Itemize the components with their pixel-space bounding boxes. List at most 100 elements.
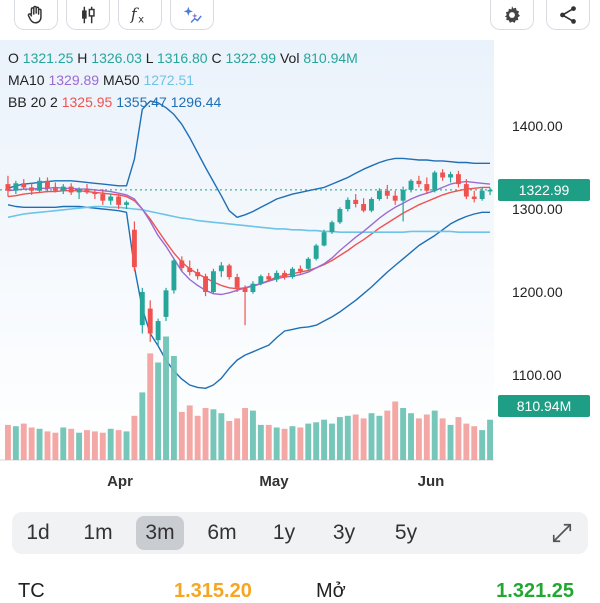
candle-body	[384, 190, 390, 196]
candle-body	[455, 174, 461, 185]
volume-bar	[463, 423, 470, 460]
candle-body	[361, 204, 367, 211]
open-price-value: 1.321.25	[496, 580, 574, 602]
settings-button[interactable]	[490, 0, 534, 30]
candle-body	[329, 222, 335, 233]
range-6m-button[interactable]: 6m	[207, 521, 237, 544]
bb-mid-value: 1325.95	[61, 94, 113, 110]
candle-body	[266, 276, 272, 280]
y-tick-label: 1300.00	[512, 201, 563, 217]
close-label: C	[211, 50, 222, 66]
candle-body	[187, 267, 193, 273]
volume-bar	[44, 431, 51, 460]
hand-tool-button[interactable]	[14, 0, 58, 30]
x-tick-label: Jun	[418, 473, 445, 490]
candle-body	[432, 172, 438, 191]
volume-bar	[226, 421, 233, 460]
candle-body	[124, 202, 129, 205]
candlestick-chart[interactable]: 1400.00 1300.00 1200.00 1100.00 Apr May Jun	[0, 40, 600, 500]
candle-body	[37, 180, 43, 191]
gear-icon	[504, 5, 520, 23]
volume-bar	[431, 410, 438, 460]
volume-bar	[447, 424, 454, 460]
range-1y-button[interactable]: 1y	[272, 521, 296, 544]
candle-body	[345, 199, 351, 209]
range-3y-button[interactable]: 3y	[332, 521, 356, 544]
candle-body	[179, 260, 185, 268]
range-1d-button[interactable]: 1d	[26, 521, 50, 544]
chart-type-button[interactable]	[66, 0, 110, 30]
candle-body	[400, 189, 406, 201]
open-price-label: Mở	[316, 580, 346, 602]
volume-bar	[28, 427, 35, 460]
y-tick-label: 1100.00	[512, 367, 562, 383]
candle-body	[84, 189, 90, 193]
ma50-line	[7, 205, 490, 233]
candle-body	[171, 260, 177, 291]
candle-body	[226, 265, 232, 278]
candle-body	[210, 271, 216, 292]
candle-body	[376, 190, 382, 200]
candle-body	[139, 292, 145, 326]
volume-bar	[139, 392, 146, 460]
tc-value: 1.315.20	[174, 580, 252, 602]
volume-bar	[439, 418, 446, 460]
share-button[interactable]	[546, 0, 590, 30]
volume-bar	[313, 422, 320, 460]
bb-upper-line	[7, 100, 490, 218]
open-label: O	[8, 50, 19, 66]
sparkle-icon	[183, 6, 202, 23]
bb-label: BB 20 2	[8, 94, 58, 110]
ma50-label: MA50	[102, 72, 140, 88]
ohlc-legend: O 1321.25 H 1326.03 L 1316.80 C 1322.99 …	[8, 50, 358, 66]
fullscreen-button[interactable]	[550, 521, 574, 545]
volume-bar	[344, 415, 351, 460]
volume-bar	[336, 417, 343, 460]
candle-body	[60, 186, 66, 191]
current-price-tag: 1322.99	[498, 178, 590, 201]
candle-body	[290, 268, 295, 278]
candle-body	[337, 209, 343, 223]
volume-bar	[210, 409, 217, 460]
volume-bar	[60, 427, 67, 460]
volume-bar	[384, 410, 391, 460]
price-chart[interactable]: 1400.00 1300.00 1200.00 1100.00 Apr May Jun O …	[0, 40, 600, 500]
range-1m-button[interactable]: 1m	[83, 521, 113, 544]
volume-bar	[305, 423, 312, 460]
volume-bar	[99, 432, 106, 460]
candle-body	[76, 189, 82, 193]
volume-bar	[415, 418, 422, 460]
candle-body	[92, 192, 98, 195]
volume-bar	[12, 426, 19, 460]
range-5y-button[interactable]: 5y	[394, 521, 418, 544]
volume-bar	[265, 424, 272, 460]
candle-body	[424, 184, 430, 191]
volume-bar	[408, 413, 414, 460]
candle-body	[21, 183, 27, 188]
bb-upper-value: 1355.47	[116, 94, 167, 110]
candle-body	[440, 172, 446, 178]
volume-bar	[281, 428, 288, 460]
range-3m-button[interactable]: 3m	[136, 516, 184, 550]
ma10-value: 1329.89	[48, 72, 100, 88]
volume-bar	[455, 417, 462, 460]
volume-bar	[368, 413, 375, 460]
volume-bar	[91, 431, 98, 460]
volume-bar	[289, 426, 296, 460]
ai-analysis-button[interactable]	[170, 0, 214, 30]
volume-bar	[194, 415, 201, 460]
volume-bar	[257, 424, 264, 460]
stats-row: TC 1.315.20 Mở 1.321.25	[0, 576, 600, 602]
low-value: 1316.80	[156, 50, 208, 66]
ma50-value: 1272.51	[143, 72, 195, 88]
volume-bar	[471, 426, 478, 460]
ma10-label: MA10	[8, 72, 45, 88]
volume-bar	[392, 401, 399, 460]
volume-bar	[163, 336, 169, 460]
candle-body	[218, 265, 224, 272]
current-volume-tag: 810.94M	[498, 395, 590, 417]
volume-bar	[52, 432, 59, 460]
